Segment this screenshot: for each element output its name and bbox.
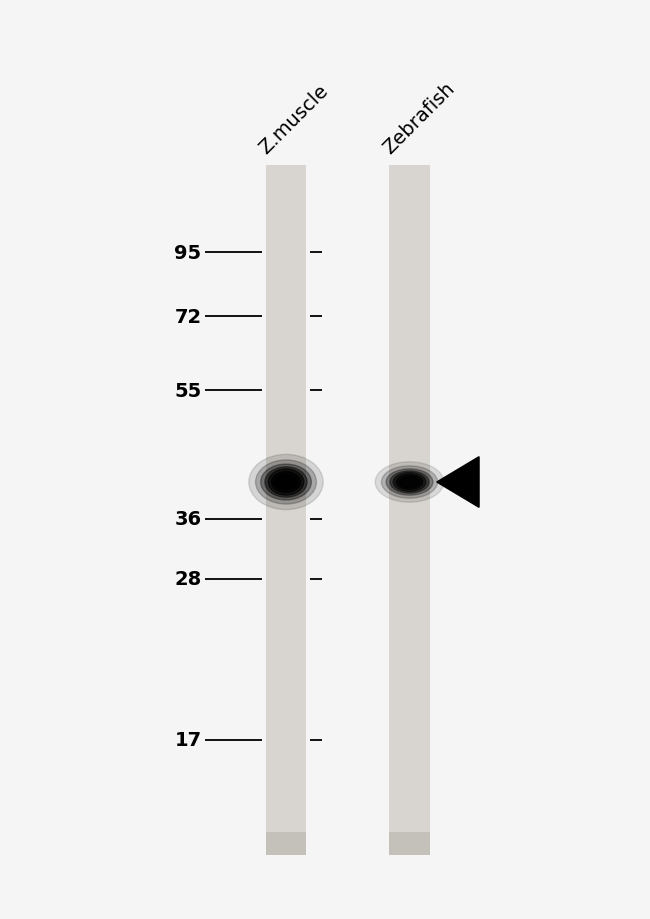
Bar: [389, 165, 430, 855]
Text: 17: 17: [174, 731, 202, 749]
Bar: [266, 832, 306, 855]
Ellipse shape: [255, 460, 317, 505]
Text: Zebrafish: Zebrafish: [379, 79, 458, 158]
Ellipse shape: [265, 467, 307, 498]
Ellipse shape: [249, 455, 323, 510]
Ellipse shape: [386, 470, 433, 495]
Ellipse shape: [390, 471, 429, 494]
Text: Z.muscle: Z.muscle: [255, 82, 332, 158]
Text: 36: 36: [174, 510, 202, 528]
Ellipse shape: [268, 470, 304, 495]
Ellipse shape: [275, 475, 297, 490]
Text: 55: 55: [174, 381, 202, 400]
Bar: [389, 832, 430, 855]
Polygon shape: [437, 458, 479, 507]
Text: 28: 28: [174, 570, 202, 588]
Ellipse shape: [272, 472, 300, 493]
Text: 95: 95: [174, 244, 202, 262]
Text: 72: 72: [174, 308, 202, 326]
Ellipse shape: [375, 462, 444, 503]
Ellipse shape: [261, 465, 311, 500]
Ellipse shape: [382, 466, 437, 499]
Ellipse shape: [396, 475, 422, 490]
Ellipse shape: [399, 477, 420, 488]
Bar: [266, 165, 306, 855]
Ellipse shape: [393, 473, 426, 492]
